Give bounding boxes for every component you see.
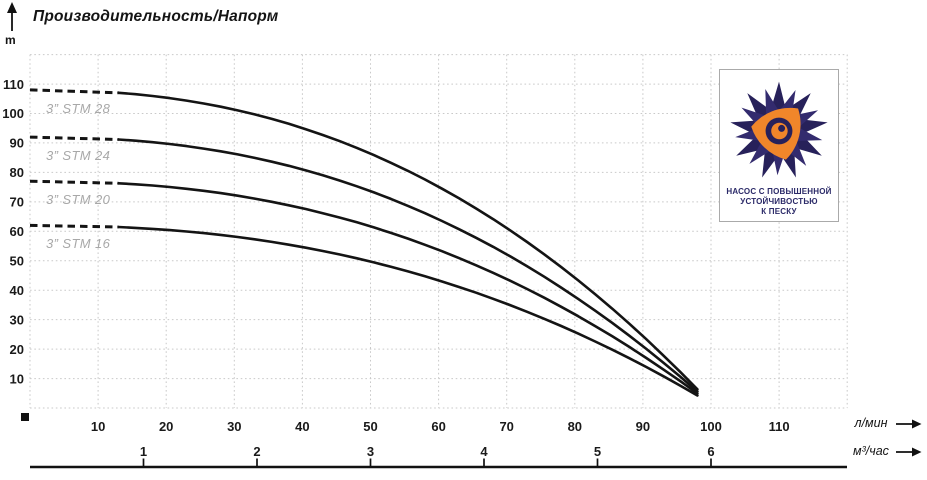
curve-solid-1: [117, 138, 699, 393]
x-tick-lmin-label: 80: [568, 419, 582, 434]
y-tick-label: 110: [3, 77, 24, 92]
right-arrow-icon: [896, 447, 922, 457]
curve-solid-0: [117, 91, 699, 391]
x-tick-lmin-label: 20: [159, 419, 173, 434]
curve-solid-2: [117, 182, 699, 395]
x-tick-lmin-label: 10: [91, 419, 105, 434]
x-tick-m3h-label: 6: [707, 444, 714, 459]
head-unit-label: m: [5, 33, 16, 47]
badge-text-line: К ПЕСКУ: [761, 207, 797, 216]
right-arrow-icon: [896, 419, 922, 429]
curve-dashed-3: [29, 223, 119, 229]
sand-resistance-badge: НАСОС С ПОВЫШЕННОЙ УСТОЙЧИВОСТЬЮ К ПЕСКУ: [719, 69, 839, 222]
x-tick-m3h-label: 1: [140, 444, 147, 459]
origin-marker: [21, 413, 29, 421]
x-tick-lmin-label: 30: [227, 419, 241, 434]
y-tick-label: 80: [10, 165, 24, 180]
grid-lines: [29, 54, 848, 409]
x-tick-lmin-label: 40: [295, 419, 309, 434]
y-tick-label: 30: [10, 312, 24, 327]
pump-impeller-logo-icon: [730, 81, 828, 178]
curve-label-stm16: 3” STM 16: [46, 236, 111, 251]
y-tick-label: 60: [10, 224, 24, 239]
y-tick-label: 70: [10, 195, 24, 210]
chart-title: Производительность/Напорм: [33, 8, 279, 25]
pump-curves: [29, 88, 699, 397]
x-tick-lmin-label: 70: [499, 419, 513, 434]
y-tick-label: 50: [10, 253, 24, 268]
x-tick-lmin-label: 110: [769, 419, 790, 434]
curve-label-stm28: 3” STM 28: [46, 101, 111, 116]
y-tick-label: 100: [2, 106, 24, 121]
curve-label-stm20: 3” STM 20: [46, 192, 111, 207]
y-tick-label: 40: [10, 283, 24, 298]
up-arrow-icon: [7, 2, 17, 31]
x-tick-lmin-label: 100: [700, 419, 722, 434]
curve-dashed-1: [29, 135, 119, 141]
x-tick-lmin-label: 90: [636, 419, 650, 434]
x-tick-lmin-label: 50: [363, 419, 377, 434]
badge-text-line: УСТОЙЧИВОСТЬЮ: [740, 197, 818, 206]
curve-label-stm24: 3” STM 24: [46, 148, 111, 163]
x-tick-m3h-label: 5: [594, 444, 601, 459]
curve-dashed-2: [29, 179, 119, 185]
curve-dashed-0: [29, 88, 119, 95]
logo-center-dot: [778, 124, 786, 132]
y-tick-label: 20: [10, 342, 24, 357]
x-tick-m3h-label: 3: [367, 444, 374, 459]
flow-unit-m3h-label: м³/час: [853, 444, 889, 458]
x-tick-m3h-label: 4: [480, 444, 488, 459]
x-tick-m3h-label: 2: [253, 444, 260, 459]
y-tick-label: 90: [10, 136, 24, 151]
curve-solid-3: [117, 225, 699, 397]
badge-text: НАСОС С ПОВЫШЕННОЙ УСТОЙЧИВОСТЬЮ К ПЕСКУ: [720, 187, 838, 217]
x-tick-lmin-label: 60: [431, 419, 445, 434]
badge-text-line: НАСОС С ПОВЫШЕННОЙ: [726, 187, 832, 196]
y-tick-label: 10: [10, 371, 24, 386]
flow-unit-lmin-label: л/мин: [854, 416, 888, 430]
